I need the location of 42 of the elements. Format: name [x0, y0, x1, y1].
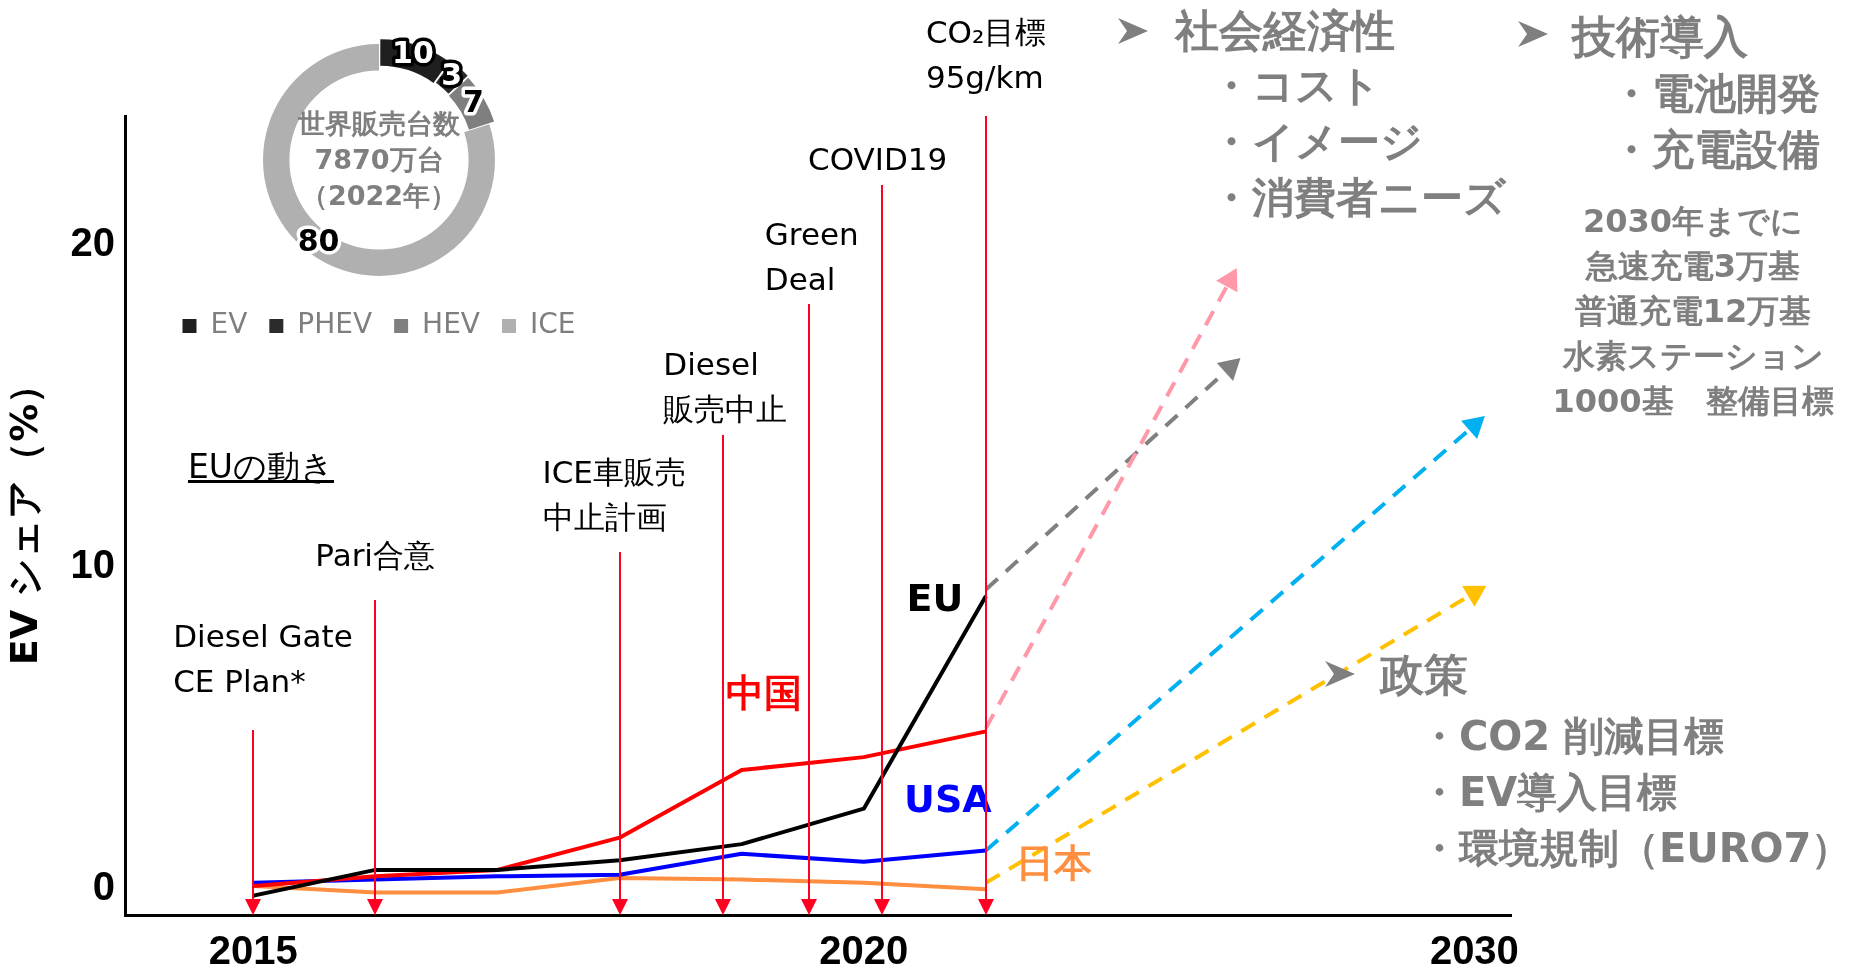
legend-label: ICE [530, 307, 576, 341]
text: 2030年までに [1582, 201, 1804, 242]
x-tick-label: 2015 [208, 928, 298, 973]
text: ・充電設備 [1610, 124, 1820, 176]
annotation: ICE車販売中止計画 [542, 453, 687, 537]
text: 技術導入 [1572, 10, 1748, 64]
text: ・コスト [1210, 60, 1381, 112]
series-label: 日本 [1015, 841, 1092, 886]
text: 世界販売台数7870万台（2022年） [297, 107, 461, 213]
annotation: Pari合意 [315, 536, 436, 575]
annotation: Diesel 販売中止 [663, 345, 789, 429]
annotation: 政策 [1380, 648, 1468, 702]
series-label: EU [906, 575, 964, 620]
data-label: 3 [441, 57, 463, 93]
annotation: ・消費者ニーズ [1210, 172, 1506, 224]
y-tick-label: 10 [70, 542, 115, 587]
text: 普通充電12万基 [1574, 291, 1812, 332]
text: ・電池開発 [1610, 68, 1820, 120]
annotation: Green Deal [764, 215, 860, 299]
y-tick-label: 0 [92, 864, 115, 909]
annotation: COVID19 [808, 140, 949, 179]
legend-label: EV [210, 307, 248, 341]
text: CO₂目標 95g/km [925, 13, 1048, 97]
text: 社会経済性 [1175, 4, 1395, 58]
series-label: 中国 [725, 671, 802, 716]
text: 1000基 整備目標 [1552, 381, 1834, 422]
annotation: ・イメージ [1210, 116, 1423, 168]
x-tick-label: 2030 [1429, 928, 1519, 973]
annotation: ・EV導入目標 [1419, 768, 1678, 817]
annotation: EUの動き [188, 446, 335, 488]
x-tick-label: 2020 [819, 928, 909, 973]
data-label: 7 [463, 83, 484, 119]
y-tick-label: 20 [70, 219, 115, 264]
text: 水素ステーション [1562, 336, 1824, 377]
annotation: Diesel Gate CE Plan* [173, 617, 354, 701]
legend-label: HEV [422, 307, 481, 341]
data-label: 80 [297, 222, 340, 258]
annotation: ・CO2 削減目標 [1419, 712, 1725, 761]
y-axis-title: EV シェア（%） [1, 365, 46, 666]
text: 急速充電3万基 [1585, 246, 1801, 287]
annotation: ・環境規制（EURO7） [1419, 824, 1852, 873]
legend-label: PHEV [297, 307, 373, 341]
